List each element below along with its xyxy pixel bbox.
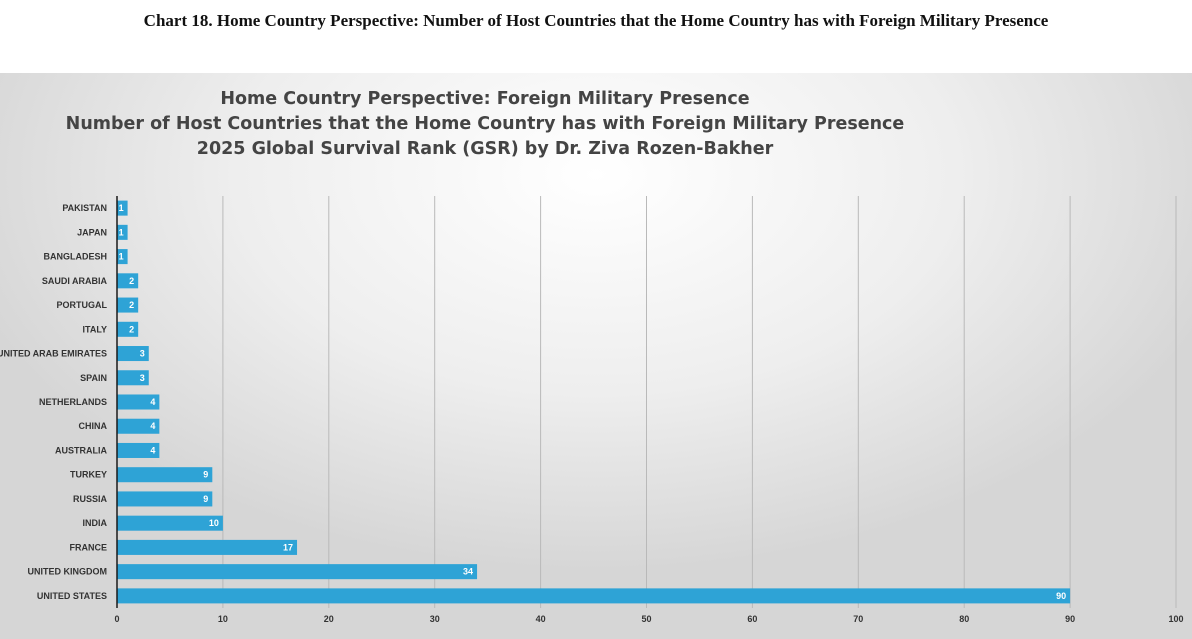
bar-chart: Home Country Perspective: Foreign Milita… [0, 89, 1184, 624]
x-tick-label: 60 [747, 614, 757, 624]
bar-china [117, 418, 160, 434]
bar-netherlands [117, 394, 160, 410]
bar-united-kingdom [117, 564, 478, 580]
data-label: 3 [140, 373, 145, 383]
data-label: 4 [150, 421, 155, 431]
document-caption: Chart 18. Home Country Perspective: Numb… [143, 11, 1049, 30]
bar-portugal [117, 297, 139, 313]
category-label: UNITED ARAB EMIRATES [0, 349, 107, 359]
x-tick-label: 20 [324, 614, 334, 624]
category-label: UNITED STATES [37, 591, 107, 601]
bar-bangladesh [117, 249, 128, 265]
bar-united-arab-emirates [117, 346, 149, 362]
data-label: 2 [129, 300, 134, 310]
chart-title-line-2: Number of Host Countries that the Home C… [66, 114, 905, 134]
bar-russia [117, 491, 213, 507]
x-tick-label: 100 [1168, 614, 1183, 624]
category-label: INDIA [83, 518, 108, 528]
category-label: JAPAN [77, 227, 107, 237]
category-label: SAUDI ARABIA [42, 276, 108, 286]
data-label: 1 [119, 227, 124, 237]
category-label: NETHERLANDS [39, 397, 107, 407]
category-label: SPAIN [80, 373, 107, 383]
category-label: BANGLADESH [43, 252, 107, 262]
x-tick-label: 40 [536, 614, 546, 624]
category-label: CHINA [79, 421, 108, 431]
category-label: UNITED KINGDOM [28, 567, 108, 577]
data-label: 9 [203, 470, 208, 480]
chart-title: Home Country Perspective: Foreign Milita… [66, 89, 905, 159]
bar-united-states [117, 588, 1071, 604]
data-label: 90 [1056, 591, 1066, 601]
x-tick-label: 0 [114, 614, 119, 624]
data-label: 17 [283, 542, 293, 552]
bar-saudi-arabia [117, 273, 139, 289]
data-label: 4 [150, 397, 155, 407]
data-label: 3 [140, 349, 145, 359]
x-tick-label: 30 [430, 614, 440, 624]
x-tick-label: 90 [1065, 614, 1075, 624]
category-label: PORTUGAL [57, 300, 108, 310]
data-label: 9 [203, 494, 208, 504]
bar-pakistan [117, 200, 128, 216]
bars [117, 200, 1071, 604]
category-label: PAKISTAN [62, 203, 107, 213]
x-tick-label: 80 [959, 614, 969, 624]
data-label: 1 [119, 203, 124, 213]
category-label: AUSTRALIA [55, 445, 107, 455]
chart-title-line-1: Home Country Perspective: Foreign Milita… [220, 89, 749, 109]
x-tick-label: 10 [218, 614, 228, 624]
category-label: ITALY [82, 324, 107, 334]
data-label: 4 [150, 445, 155, 455]
data-label: 10 [209, 518, 219, 528]
bar-france [117, 539, 298, 555]
x-tick-label: 70 [853, 614, 863, 624]
data-label: 2 [129, 324, 134, 334]
category-labels: PAKISTAN JAPAN BANGLADESH SAUDI ARABIA PORTU… [0, 203, 108, 601]
bar-spain [117, 370, 149, 386]
chart-title-line-3: 2025 Global Survival Rank (GSR) by Dr. Z… [197, 139, 774, 159]
x-tick-label: 50 [641, 614, 651, 624]
data-label: 1 [119, 252, 124, 262]
bar-india [117, 515, 223, 531]
category-label: RUSSIA [73, 494, 108, 504]
x-tick-labels: 0 10 20 30 40 50 60 70 80 90 100 [114, 614, 1183, 624]
category-label: FRANCE [70, 542, 108, 552]
category-label: TURKEY [70, 470, 107, 480]
bar-italy [117, 321, 139, 337]
gridlines [222, 196, 1177, 608]
data-label: 34 [463, 567, 473, 577]
data-label: 2 [129, 276, 134, 286]
bar-turkey [117, 467, 213, 483]
bar-japan [117, 224, 128, 240]
bar-australia [117, 442, 160, 458]
